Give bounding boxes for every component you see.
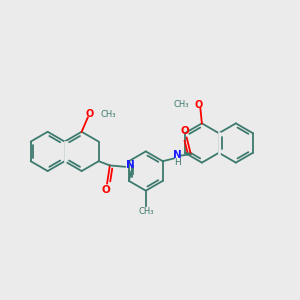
Text: CH₃: CH₃ — [101, 110, 116, 119]
Text: O: O — [101, 185, 110, 195]
Text: CH₃: CH₃ — [138, 207, 154, 216]
Text: O: O — [195, 100, 203, 110]
Text: O: O — [85, 109, 93, 119]
Text: H: H — [174, 158, 181, 167]
Text: O: O — [181, 126, 190, 136]
Text: H: H — [127, 169, 134, 178]
Text: N: N — [126, 160, 135, 170]
Text: CH₃: CH₃ — [173, 100, 189, 109]
Text: N: N — [173, 150, 182, 160]
